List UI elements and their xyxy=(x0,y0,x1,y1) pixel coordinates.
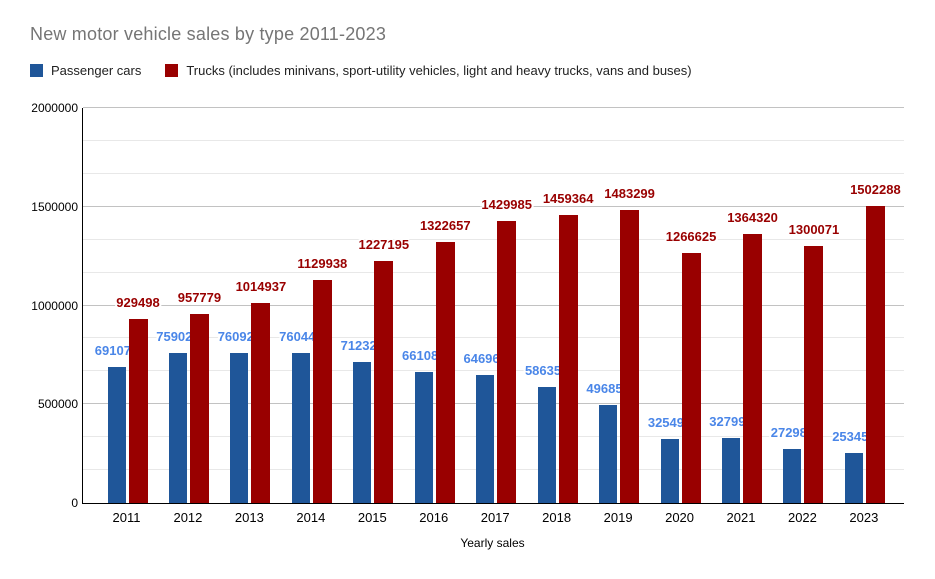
bar-value-label-passenger-2019: 496851 xyxy=(586,380,630,396)
bar-passenger-2016[interactable] xyxy=(414,372,433,503)
bar-value-label-passenger-2012: 759024 xyxy=(156,329,200,345)
passenger-cars-swatch-icon xyxy=(30,64,43,77)
bar-passenger-2023[interactable] xyxy=(844,452,863,503)
major-gridline xyxy=(83,205,904,207)
bar-value-label-trucks-2020: 1266625 xyxy=(665,228,717,244)
bar-value-label-trucks-2012: 957779 xyxy=(177,289,222,305)
chart-title: New motor vehicle sales by type 2011-202… xyxy=(30,24,387,44)
bar-value-label-trucks-2016: 1322657 xyxy=(419,217,471,233)
bar-value-label-trucks-2018: 1459364 xyxy=(542,190,594,206)
trucks-swatch-icon xyxy=(165,64,179,77)
x-axis-tick-label-2019: 2019 xyxy=(603,510,633,525)
legend-label: Trucks (includes minivans, sport-utility… xyxy=(186,63,692,78)
bar-value-label-passenger-2020: 325494 xyxy=(647,414,692,430)
legend-item-passenger-cars[interactable]: Passenger cars xyxy=(30,63,141,78)
x-axis-tick-label-2023: 2023 xyxy=(849,510,879,525)
x-axis-tick-label-2012: 2012 xyxy=(173,510,203,525)
x-axis-title: Yearly sales xyxy=(460,536,525,550)
bar-value-label-passenger-2015: 712322 xyxy=(340,338,384,354)
y-axis-tick-label: 1500000 xyxy=(31,199,78,214)
x-axis-tick-label-2021: 2021 xyxy=(726,510,756,525)
bar-trucks-2014[interactable] xyxy=(312,279,332,503)
chart-legend: Passenger cars Trucks (includes minivans… xyxy=(30,63,692,78)
bar-passenger-2012[interactable] xyxy=(168,353,187,503)
bar-trucks-2020[interactable] xyxy=(681,252,701,503)
bar-value-label-passenger-2011: 691079 xyxy=(94,342,139,358)
bar-value-label-trucks-2023: 1502288 xyxy=(850,182,901,198)
x-axis-tick-label-2017: 2017 xyxy=(480,510,510,525)
x-axis-tick-label-2014: 2014 xyxy=(296,510,326,525)
bar-passenger-2018[interactable] xyxy=(537,387,556,503)
x-axis-tick-label-2013: 2013 xyxy=(234,510,264,525)
minor-gridline xyxy=(83,172,904,174)
y-axis-tick-label: 2000000 xyxy=(31,101,78,115)
major-gridline xyxy=(83,304,904,306)
bar-passenger-2022[interactable] xyxy=(783,449,802,503)
minor-gridline xyxy=(83,139,904,141)
bar-passenger-2011[interactable] xyxy=(107,366,126,503)
minor-gridline xyxy=(83,238,904,240)
bar-value-label-trucks-2015: 1227195 xyxy=(358,236,410,252)
bar-value-label-passenger-2013: 760924 xyxy=(217,328,262,344)
bar-trucks-2012[interactable] xyxy=(189,313,209,503)
bar-value-label-passenger-2014: 760449 xyxy=(279,328,323,344)
x-axis-tick-label-2020: 2020 xyxy=(665,510,695,525)
bar-value-label-passenger-2022: 272986 xyxy=(770,425,815,441)
x-axis-tick-label-2011: 2011 xyxy=(112,510,141,525)
bar-value-label-passenger-2017: 646960 xyxy=(463,351,507,367)
bar-trucks-2011[interactable] xyxy=(128,319,148,503)
bar-trucks-2013[interactable] xyxy=(251,302,271,503)
legend-item-trucks[interactable]: Trucks (includes minivans, sport-utility… xyxy=(165,63,692,78)
x-axis-tick-label-2018: 2018 xyxy=(542,510,572,525)
bar-passenger-2019[interactable] xyxy=(599,404,618,503)
bar-trucks-2015[interactable] xyxy=(374,260,394,503)
major-gridline xyxy=(83,107,904,108)
bar-passenger-2020[interactable] xyxy=(660,438,679,503)
y-axis-tick-label: 0 xyxy=(71,496,78,510)
minor-gridline xyxy=(83,337,904,339)
bar-value-label-trucks-2014: 1129938 xyxy=(297,255,348,271)
bar-value-label-trucks-2017: 1429985 xyxy=(481,196,532,212)
minor-gridline xyxy=(83,271,904,273)
bar-value-label-passenger-2018: 586357 xyxy=(524,363,569,379)
bar-trucks-2022[interactable] xyxy=(804,246,824,503)
bar-trucks-2018[interactable] xyxy=(558,214,578,503)
x-axis-tick-label-2015: 2015 xyxy=(357,510,387,525)
bar-value-label-trucks-2013: 1014937 xyxy=(235,278,287,294)
bar-value-label-passenger-2021: 327994 xyxy=(709,414,753,430)
bar-trucks-2021[interactable] xyxy=(743,233,762,503)
plot-area: 691079 929498 759024 957779 760924 1014937 760… xyxy=(82,107,904,504)
legend-label: Passenger cars xyxy=(51,63,142,78)
bar-passenger-2013[interactable] xyxy=(230,352,249,503)
y-axis-tick-label: 1000000 xyxy=(31,298,78,313)
bar-value-label-trucks-2021: 1364320 xyxy=(727,209,778,225)
x-axis-tick-label-2022: 2022 xyxy=(787,510,817,525)
bar-passenger-2014[interactable] xyxy=(291,352,310,503)
bar-value-label-passenger-2016: 661088 xyxy=(402,348,446,364)
bar-value-label-trucks-2022: 1300071 xyxy=(788,222,840,238)
bar-value-label-passenger-2023: 253453 xyxy=(832,428,876,444)
bar-trucks-2023[interactable] xyxy=(865,206,885,503)
minor-gridline xyxy=(83,370,904,372)
bar-trucks-2016[interactable] xyxy=(435,241,455,503)
bar-passenger-2015[interactable] xyxy=(353,362,372,503)
bar-passenger-2017[interactable] xyxy=(476,375,495,503)
x-axis-tick-label-2016: 2016 xyxy=(419,510,449,525)
bar-passenger-2021[interactable] xyxy=(722,438,740,503)
bar-trucks-2017[interactable] xyxy=(497,220,517,503)
bar-value-label-trucks-2019: 1483299 xyxy=(604,186,655,202)
y-axis-tick-label: 500000 xyxy=(37,397,78,412)
bar-trucks-2019[interactable] xyxy=(620,210,640,503)
bar-value-label-trucks-2011: 929498 xyxy=(116,295,160,311)
